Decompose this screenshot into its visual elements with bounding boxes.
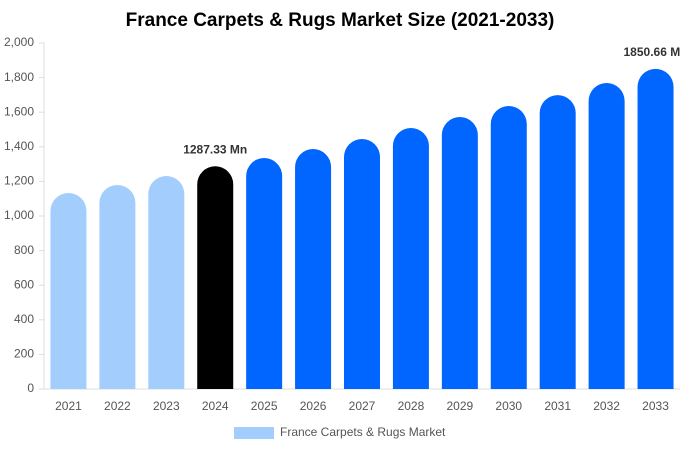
x-tick-label: 2024	[202, 399, 229, 413]
data-label: 1850.66 Mn	[624, 45, 680, 59]
x-tick-label: 2033	[642, 399, 669, 413]
y-tick-label: 1,000	[4, 208, 34, 222]
legend-label: France Carpets & Rugs Market	[280, 425, 446, 439]
y-tick-label: 2,000	[4, 35, 34, 49]
x-tick-label: 2023	[153, 399, 180, 413]
x-tick-label: 2030	[495, 399, 522, 413]
y-tick-label: 1,400	[4, 139, 34, 153]
y-tick-label: 600	[14, 277, 34, 291]
y-tick-label: 200	[14, 347, 34, 361]
x-tick-label: 2021	[55, 399, 82, 413]
x-tick-label: 2032	[593, 399, 620, 413]
bar	[637, 68, 674, 390]
x-tick-label: 2029	[446, 399, 473, 413]
y-tick-label: 0	[27, 381, 34, 395]
bar	[539, 95, 576, 389]
bar	[392, 127, 429, 390]
bar	[148, 176, 185, 389]
bar	[344, 139, 380, 389]
bar	[295, 149, 332, 389]
legend-swatch	[234, 427, 274, 439]
y-tick-label: 1,800	[4, 70, 34, 84]
x-tick-label: 2027	[349, 399, 376, 413]
x-tick-label: 2031	[544, 399, 571, 413]
bar	[99, 185, 136, 389]
y-tick-label: 800	[14, 243, 34, 257]
x-tick-label: 2028	[398, 399, 425, 413]
x-tick-label: 2026	[300, 399, 327, 413]
bar	[246, 158, 283, 389]
bar	[490, 105, 527, 390]
bar	[197, 166, 234, 389]
bar	[441, 117, 478, 389]
y-tick-label: 1,600	[4, 104, 34, 118]
bar	[50, 192, 87, 389]
data-label: 1287.33 Mn	[183, 142, 247, 156]
bar	[588, 82, 625, 389]
y-tick-label: 400	[14, 312, 34, 326]
x-tick-label: 2025	[251, 399, 278, 413]
x-tick-label: 2022	[104, 399, 131, 413]
chart-title: France Carpets & Rugs Market Size (2021-…	[126, 10, 555, 31]
y-tick-label: 1,200	[4, 174, 34, 188]
